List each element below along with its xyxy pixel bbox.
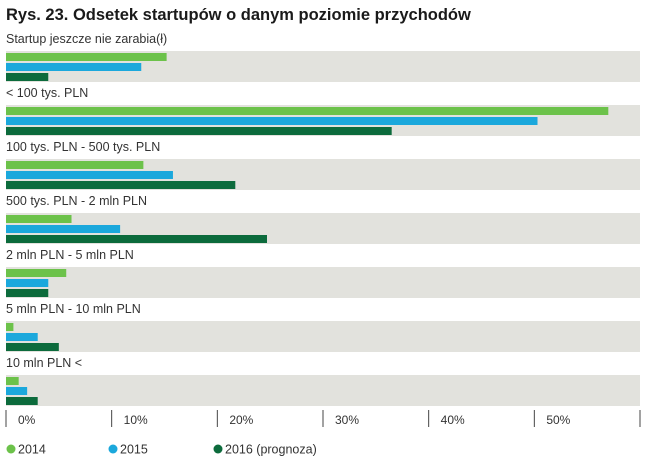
legend-item: 2016 (prognoza) <box>213 443 317 457</box>
bar-2014 <box>6 215 72 223</box>
category-group: 2 mln PLN - 5 mln PLN <box>6 248 640 298</box>
category-label: 2 mln PLN - 5 mln PLN <box>6 248 134 262</box>
legend-label: 2015 <box>120 443 148 457</box>
category-group: 100 tys. PLN - 500 tys. PLN <box>6 140 640 190</box>
x-tick-label: 20% <box>229 413 253 427</box>
category-label: 5 mln PLN - 10 mln PLN <box>6 302 141 316</box>
legend-label: 2016 (prognoza) <box>225 443 317 457</box>
bar-2015 <box>6 225 121 233</box>
category-group: 500 tys. PLN - 2 mln PLN <box>6 194 640 244</box>
category-group: 5 mln PLN - 10 mln PLN <box>6 302 640 352</box>
category-band <box>6 375 640 406</box>
category-label: 500 tys. PLN - 2 mln PLN <box>6 194 147 208</box>
bar-2016 <box>6 289 49 297</box>
category-label: < 100 tys. PLN <box>6 86 88 100</box>
category-group: Startup jeszcze nie zarabia(ł) <box>6 32 640 82</box>
bar-2015 <box>6 117 538 125</box>
bar-2014 <box>6 107 609 115</box>
category-label: Startup jeszcze nie zarabia(ł) <box>6 32 167 46</box>
category-band <box>6 321 640 352</box>
bar-2016 <box>6 397 38 405</box>
legend-item: 2015 <box>108 443 148 457</box>
legend-swatch <box>6 444 16 454</box>
legend-label: 2014 <box>18 443 46 457</box>
bar-2014 <box>6 269 67 277</box>
category-label: 100 tys. PLN - 500 tys. PLN <box>6 140 160 154</box>
x-tick-label: 10% <box>124 413 148 427</box>
x-tick-label: 40% <box>441 413 465 427</box>
bar-2016 <box>6 235 267 243</box>
category-group: 10 mln PLN < <box>6 356 640 406</box>
bar-2014 <box>6 53 167 61</box>
legend-item: 2014 <box>6 443 46 457</box>
category-label: 10 mln PLN < <box>6 356 82 370</box>
category-group: < 100 tys. PLN <box>6 86 640 136</box>
x-axis: 0% 10% 20% 30% 40% 50% <box>5 410 641 427</box>
bar-2016 <box>6 343 59 351</box>
bar-2015 <box>6 279 49 287</box>
bar-2014 <box>6 161 144 169</box>
bar-2015 <box>6 63 142 71</box>
bar-2016 <box>6 127 392 135</box>
x-tick-label: 30% <box>335 413 359 427</box>
bar-2015 <box>6 171 173 179</box>
x-tick-label: 50% <box>546 413 570 427</box>
bar-2014 <box>6 323 14 331</box>
legend-swatch <box>213 444 223 454</box>
bar-2016 <box>6 181 236 189</box>
legend: 2014 2015 2016 (prognoza) <box>6 443 317 457</box>
bar-2015 <box>6 387 28 395</box>
bar-2014 <box>6 377 19 385</box>
bar-2015 <box>6 333 38 341</box>
category-band <box>6 267 640 298</box>
chart-title: Rys. 23. Odsetek startupów o danym pozio… <box>6 6 471 24</box>
x-tick-label: 0% <box>18 413 36 427</box>
legend-swatch <box>108 444 118 454</box>
bar-groups: Startup jeszcze nie zarabia(ł) < 100 tys.… <box>6 32 640 406</box>
bar-2016 <box>6 73 49 81</box>
